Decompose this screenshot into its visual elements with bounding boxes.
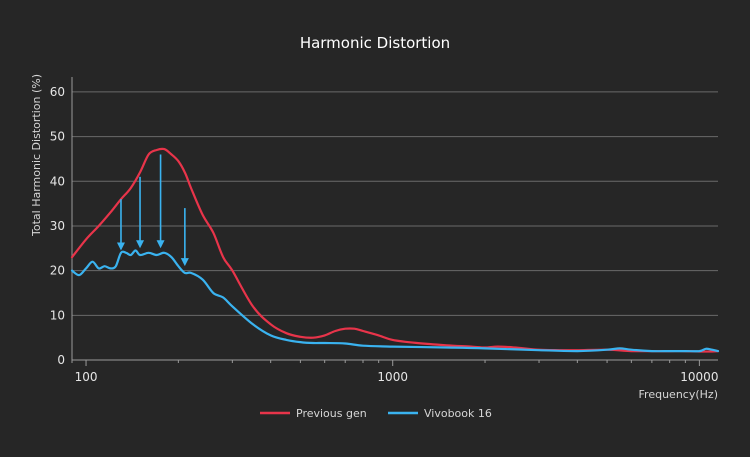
x-tick-label-100: 100: [75, 370, 98, 384]
arrow-head-2: [136, 240, 145, 249]
y-tick-label-10: 10: [50, 308, 65, 322]
chart-title: Harmonic Distortion: [300, 34, 450, 52]
axes: [71, 77, 718, 366]
x-tick-labels: 100 1000 10000: [75, 370, 719, 384]
annotation-arrow-4: [180, 208, 189, 267]
series-line-vivobook-16: [70, 249, 720, 353]
y-tick-label-0: 0: [57, 353, 65, 367]
arrow-head-1: [116, 242, 125, 251]
y-tick-label-30: 30: [50, 219, 65, 233]
annotation-arrow-2: [136, 176, 145, 249]
annotation-arrow-3: [156, 154, 165, 249]
y-tick-label-20: 20: [50, 264, 65, 278]
y-tick-labels: 0 10 20 30 40 50 60: [50, 85, 65, 367]
y-axis-label: Total Harmonic Distortion (%): [30, 74, 43, 237]
arrow-head-4: [180, 258, 189, 267]
legend-label-vivobook-16: Vivobook 16: [424, 407, 492, 420]
grid-lines: [72, 91, 718, 316]
legend-item-previous-gen: Previous gen: [260, 407, 367, 420]
x-tick-label-1000: 1000: [377, 370, 408, 384]
annotation-arrow-1: [116, 199, 125, 251]
y-tick-label-50: 50: [50, 130, 65, 144]
y-tick-label-60: 60: [50, 85, 65, 99]
legend: Previous gen Vivobook 16: [260, 407, 492, 420]
x-tick-label-10000: 10000: [680, 370, 718, 384]
annotation-arrows: [116, 154, 189, 267]
legend-label-previous-gen: Previous gen: [296, 407, 367, 420]
x-axis-label: Frequency(Hz): [639, 388, 718, 401]
legend-item-vivobook-16: Vivobook 16: [388, 407, 492, 420]
series-lines: [70, 147, 720, 353]
arrow-head-3: [156, 240, 165, 249]
y-tick-label-40: 40: [50, 174, 65, 188]
